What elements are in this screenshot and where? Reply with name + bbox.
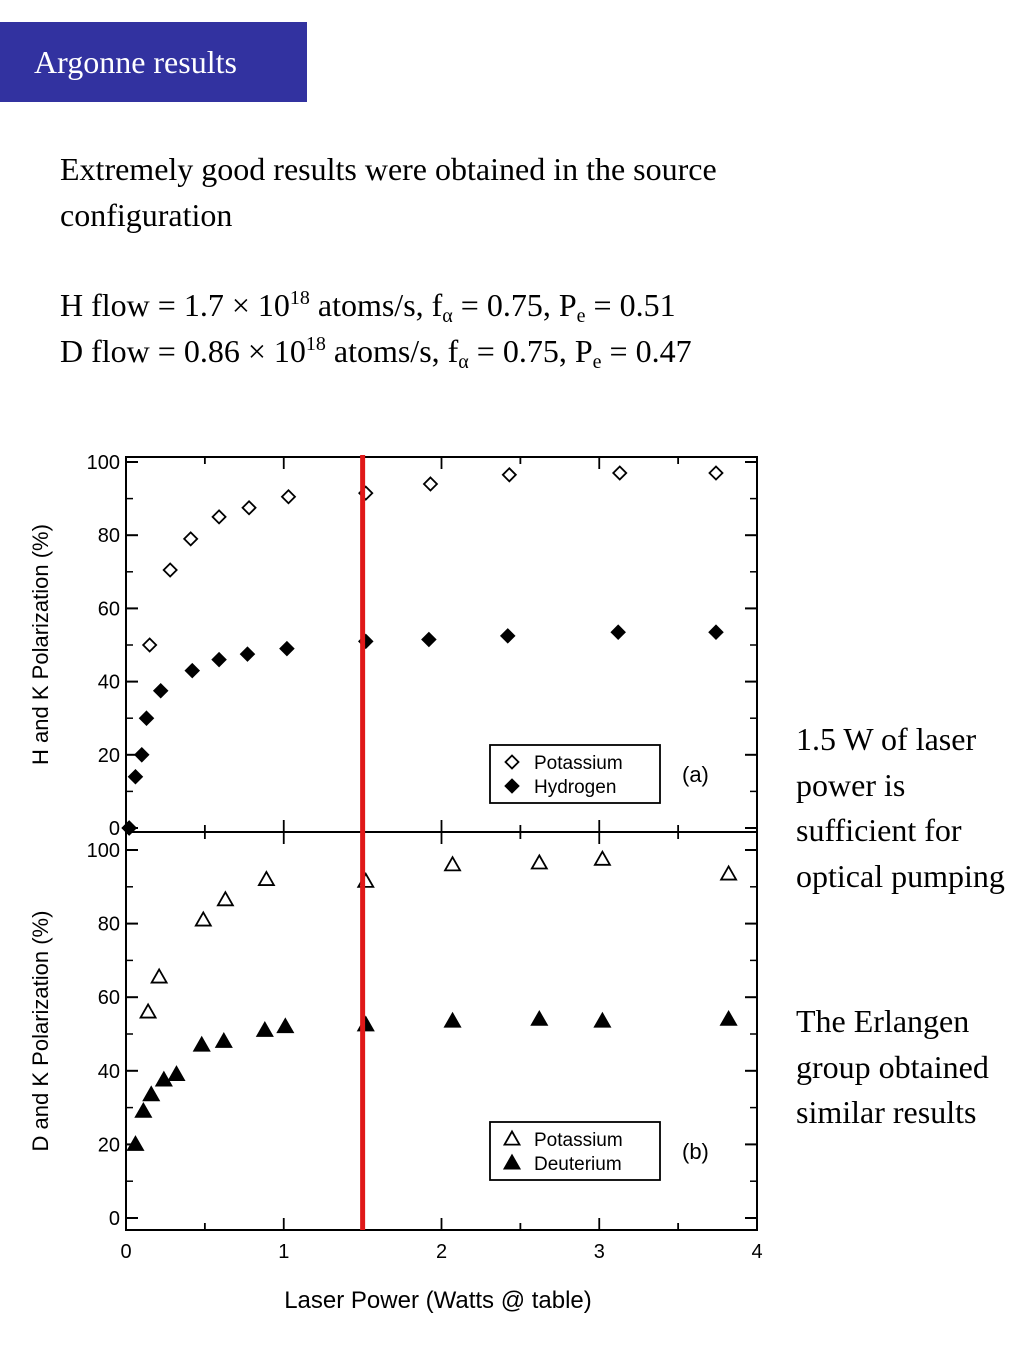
d-flow-mid: atoms/s, f: [325, 333, 459, 369]
data-point-potassium-a: [211, 509, 227, 525]
plot-frame-2: [125, 831, 758, 1231]
d-flow-mid2: = 0.75, P: [468, 333, 593, 369]
data-point-deuterium-b: [134, 1101, 153, 1118]
x-tick-label: 3: [594, 1241, 605, 1263]
y-axis-label: D and K Polarization (%): [28, 911, 53, 1152]
legend-label-deuterium: Deuterium: [534, 1154, 622, 1175]
data-point-deuterium-b: [214, 1032, 233, 1048]
legend-label-hydrogen: Hydrogen: [534, 777, 616, 798]
data-point-potassium-a: [422, 476, 439, 492]
slide-title: Argonne results: [0, 22, 307, 102]
data-point-potassium-b: [216, 890, 235, 907]
data-point-deuterium-b: [154, 1070, 173, 1087]
h-flow-mid2: = 0.75, P: [452, 287, 577, 323]
data-point-hydrogen-a: [184, 662, 201, 679]
x-tick-label: 2: [436, 1241, 447, 1263]
y-tick-label: 80: [98, 914, 120, 936]
data-point-hydrogen-a: [708, 624, 724, 640]
legend-box: [489, 1121, 661, 1181]
data-point-potassium-b: [150, 967, 169, 984]
data-point-hydrogen-a: [499, 628, 516, 644]
data-point-potassium-a: [501, 467, 518, 483]
y-tick-label: 100: [87, 840, 120, 862]
h-flow-e: e: [576, 305, 586, 327]
side-note-laser: 1.5 W of laser power is sufficient for o…: [796, 721, 1005, 894]
x-axis-label: Laser Power (Watts @ table): [284, 1287, 592, 1314]
x-tick-label: 1: [278, 1241, 289, 1263]
data-point-deuterium-b: [719, 1009, 738, 1026]
data-point-hydrogen-a: [211, 651, 227, 668]
panel-label: (b): [682, 1139, 709, 1164]
legend-label-potassium: Potassium: [534, 753, 623, 774]
data-point-potassium-a: [141, 637, 158, 653]
h-flow-line: H flow = 1.7 × 1018 atoms/s, fα = 0.75, …: [60, 285, 676, 327]
data-point-potassium-b: [443, 855, 462, 872]
d-flow-e: e: [592, 351, 602, 373]
y-axis-label: H and K Polarization (%): [28, 524, 53, 765]
data-point-potassium-a: [182, 531, 199, 547]
h-flow-tail: = 0.51: [585, 287, 676, 323]
y-tick-label: 0: [109, 1208, 120, 1230]
y-tick-label: 60: [98, 598, 120, 620]
data-point-potassium-a: [280, 488, 297, 505]
data-point-hydrogen-a: [279, 640, 295, 657]
d-flow-lead: D flow = 0.86 × 10: [60, 333, 306, 369]
x-tick-label: 4: [751, 1241, 762, 1263]
data-point-hydrogen-a: [138, 710, 155, 726]
d-flow-line: D flow = 0.86 × 1018 atoms/s, fα = 0.75,…: [60, 331, 692, 373]
data-point-hydrogen-a: [127, 768, 144, 785]
data-point-potassium-a: [241, 499, 257, 516]
y-tick-label: 40: [98, 672, 120, 694]
side-note-erlangen: The Erlangen group obtained similar resu…: [796, 1003, 989, 1130]
h-flow-lead: H flow = 1.7 × 10: [60, 287, 290, 323]
data-point-deuterium-b: [192, 1035, 211, 1052]
h-flow-mid: atoms/s, f: [309, 287, 443, 323]
legend-marker-hydrogen: [504, 778, 520, 794]
data-point-deuterium-b: [530, 1009, 549, 1026]
y-tick-label: 100: [87, 452, 120, 474]
data-point-potassium-b: [257, 870, 276, 886]
x-tick-label: 0: [120, 1241, 131, 1263]
legend-marker-potassium: [502, 1129, 522, 1146]
h-flow-exponent: 18: [289, 287, 310, 309]
data-point-deuterium-b: [593, 1011, 612, 1028]
data-point-deuterium-b: [142, 1085, 161, 1102]
y-tick-label: 60: [98, 987, 120, 1009]
data-point-hydrogen-a: [421, 631, 437, 648]
data-point-deuterium-b: [443, 1011, 462, 1028]
data-point-potassium-a: [708, 465, 724, 481]
y-tick-label: 20: [98, 1134, 120, 1156]
y-tick-label: 20: [98, 745, 120, 767]
data-point-hydrogen-a: [239, 646, 256, 662]
data-point-deuterium-b: [126, 1135, 145, 1151]
intro-text: Extremely good results were obtained in …: [60, 151, 717, 233]
data-point-hydrogen-a: [610, 624, 626, 640]
data-point-potassium-a: [162, 562, 178, 578]
h-flow-alpha: α: [442, 305, 453, 327]
legend-marker-deuterium: [502, 1153, 522, 1170]
data-point-potassium-a: [611, 465, 628, 481]
data-point-hydrogen-a: [152, 682, 169, 699]
data-point-hydrogen-a: [134, 747, 150, 763]
legend-marker-potassium: [504, 754, 520, 770]
data-point-potassium-b: [139, 1002, 158, 1019]
data-point-potassium-b: [593, 849, 612, 866]
d-flow-tail: = 0.47: [601, 333, 692, 369]
legend-label-potassium: Potassium: [534, 1130, 623, 1151]
legend-box: [489, 744, 661, 804]
panel-label: (a): [682, 762, 709, 787]
slide-title-text: Argonne results: [34, 43, 237, 80]
y-tick-label: 80: [98, 525, 120, 547]
data-point-deuterium-b: [167, 1065, 186, 1082]
d-flow-alpha: α: [458, 351, 469, 373]
data-point-deuterium-b: [276, 1017, 295, 1034]
d-flow-exponent: 18: [305, 333, 326, 355]
y-tick-label: 40: [98, 1061, 120, 1083]
y-tick-label: 0: [109, 818, 120, 840]
data-point-deuterium-b: [255, 1021, 274, 1037]
data-point-potassium-b: [719, 864, 738, 881]
data-point-potassium-b: [530, 853, 549, 870]
data-point-potassium-b: [194, 910, 213, 927]
